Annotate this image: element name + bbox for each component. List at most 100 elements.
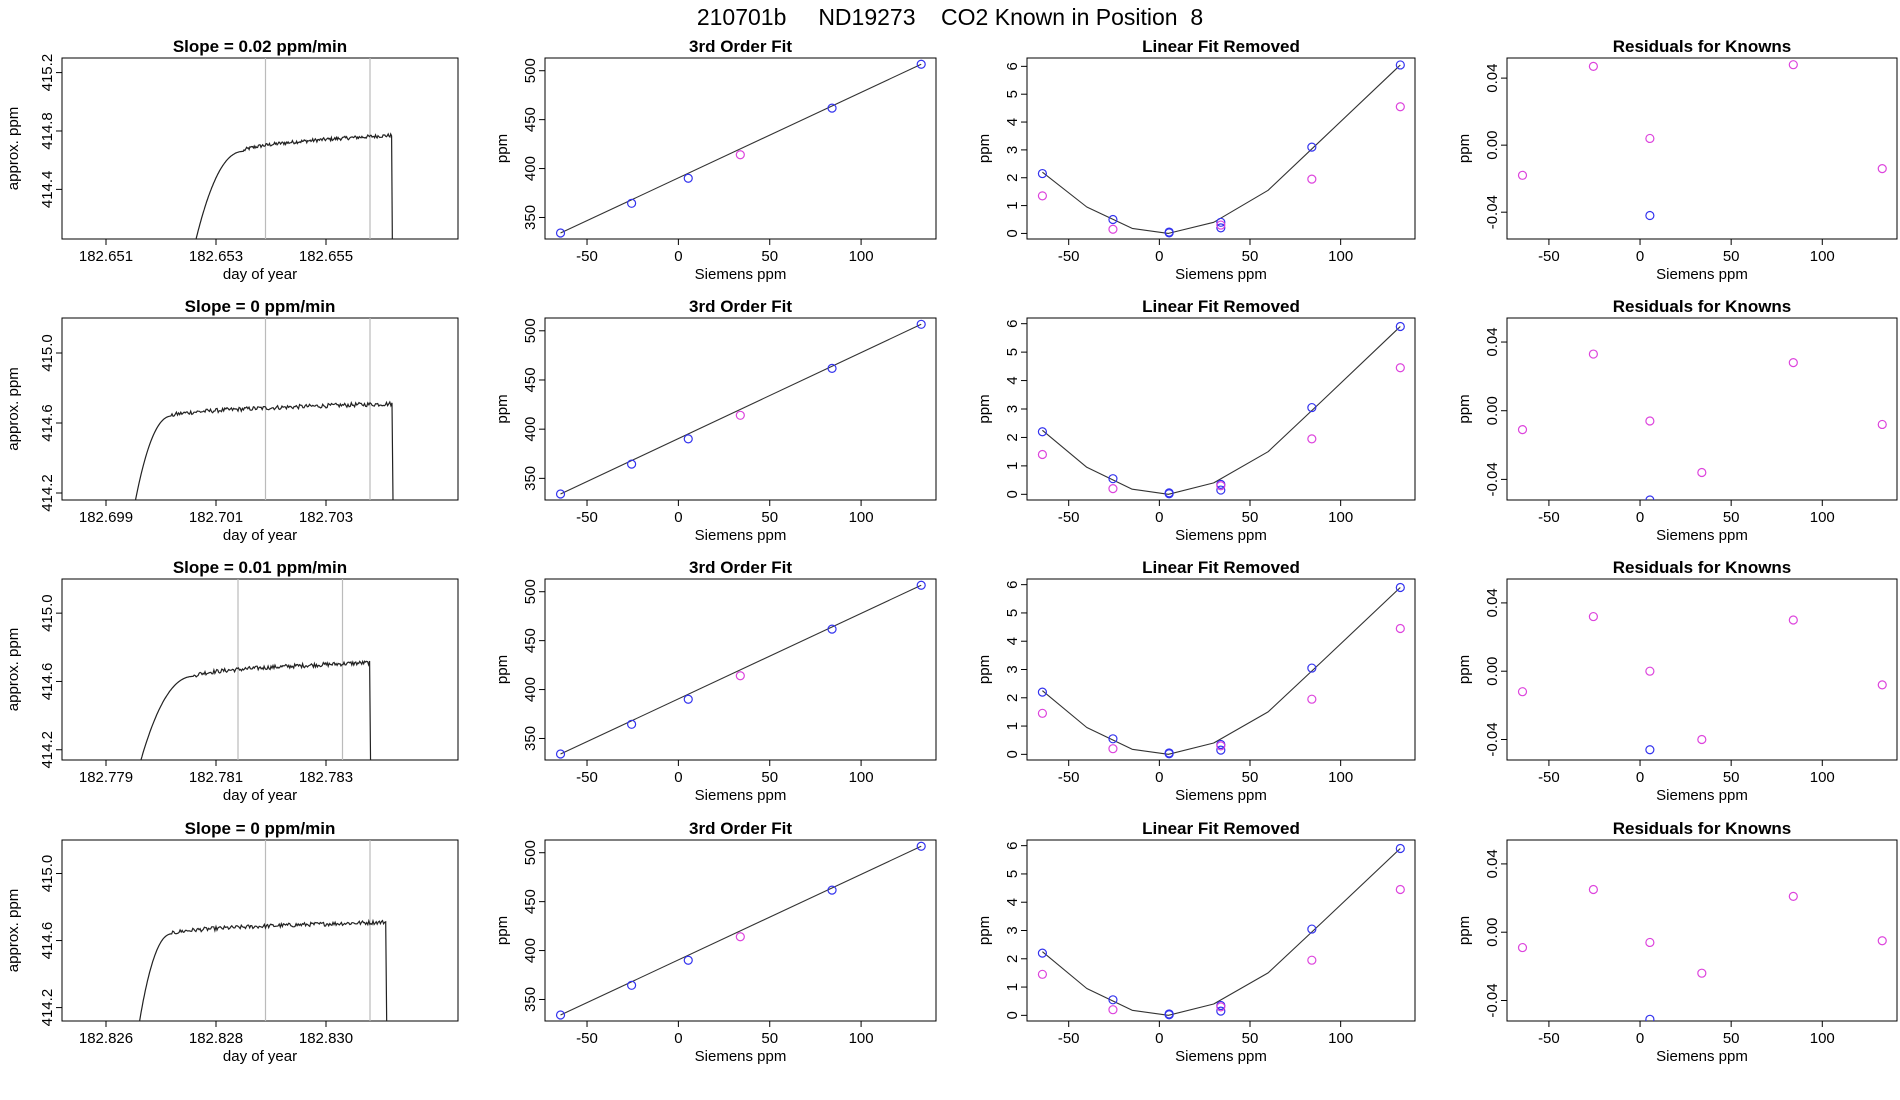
y-tick-label: 0.04 xyxy=(1484,588,1501,617)
data-point-blue xyxy=(1216,745,1226,755)
plot-frame xyxy=(61,578,459,761)
x-tick-label: 100 xyxy=(849,248,874,265)
fit-line xyxy=(560,584,922,755)
y-tick-label: -0.04 xyxy=(1484,722,1501,756)
y-axis-label: ppm xyxy=(1456,655,1473,684)
data-point-magenta xyxy=(1216,1002,1226,1012)
y-tick-label: 0 xyxy=(1004,750,1021,758)
data-point-blue xyxy=(1108,995,1118,1005)
plot-frame xyxy=(1506,317,1898,501)
x-tick-label: -50 xyxy=(576,248,598,265)
data-point-blue xyxy=(1645,1014,1655,1021)
data-point-blue xyxy=(1307,663,1317,673)
x-axis-label: Siemens ppm xyxy=(695,1048,787,1065)
y-tick-label: 4 xyxy=(1004,376,1021,384)
y-axis-label: approx. ppm xyxy=(5,889,22,972)
residual-curve xyxy=(1042,587,1401,755)
x-tick-label: 182.779 xyxy=(79,769,133,786)
plot-area xyxy=(140,579,372,760)
y-tick-label: 0.04 xyxy=(1484,849,1501,878)
x-axis-label: Siemens ppm xyxy=(695,266,787,283)
y-tick-label: 500 xyxy=(522,579,539,604)
y-axis-label: ppm xyxy=(976,916,993,945)
x-tick-label: 100 xyxy=(1328,248,1353,265)
data-point-magenta xyxy=(1877,419,1887,430)
plot-area xyxy=(138,840,388,1021)
data-point-blue xyxy=(555,1010,566,1020)
y-tick-label: 414.6 xyxy=(39,663,56,701)
x-tick-label: 100 xyxy=(1328,1030,1353,1047)
x-tick-label: 182.701 xyxy=(189,509,243,526)
y-axis-label: approx. ppm xyxy=(5,628,22,711)
x-axis-label: day of year xyxy=(223,266,297,283)
x-axis-label: Siemens ppm xyxy=(1656,266,1748,283)
y-tick-label: 414.2 xyxy=(39,731,56,769)
x-tick-label: 50 xyxy=(761,769,778,786)
plot-area xyxy=(1037,843,1405,1020)
x-tick-label: 100 xyxy=(1328,769,1353,786)
x-tick-label: -50 xyxy=(1538,1030,1560,1047)
y-tick-label: 0 xyxy=(1004,229,1021,237)
y-tick-label: 450 xyxy=(522,107,539,132)
x-tick-label: 100 xyxy=(849,1030,874,1047)
y-tick-label: 6 xyxy=(1004,580,1021,588)
panel-drift-row2: Slope = 0 ppm/min 182.699 182.701 182.703da… xyxy=(5,297,459,544)
panel-drift-row4: Slope = 0 ppm/min 182.826 182.828 182.830da… xyxy=(5,819,459,1065)
y-tick-label: 5 xyxy=(1004,90,1021,98)
x-axis-label: Siemens ppm xyxy=(1175,266,1267,283)
x-tick-label: 50 xyxy=(1242,248,1259,265)
data-point-blue xyxy=(1307,402,1317,413)
data-point-blue xyxy=(827,363,837,373)
panel-resid-row4: Residuals for Knowns -50 0 50 100 Siemens ppm… xyxy=(1456,819,1898,1065)
data-point-magenta xyxy=(1395,884,1405,895)
fit-line xyxy=(560,63,922,234)
x-tick-label: 0 xyxy=(1636,769,1644,786)
residual-curve xyxy=(1042,848,1401,1016)
x-tick-label: 100 xyxy=(1810,1030,1835,1047)
panel-title: Residuals for Knowns xyxy=(1613,297,1792,316)
y-tick-label: 4 xyxy=(1004,118,1021,126)
data-point-blue xyxy=(555,749,566,759)
x-tick-label: -50 xyxy=(1538,769,1560,786)
x-tick-label: 100 xyxy=(849,769,874,786)
data-point-blue xyxy=(916,580,926,590)
y-tick-label: 500 xyxy=(522,840,539,865)
data-point-magenta xyxy=(1588,611,1598,622)
y-tick-label: 500 xyxy=(522,318,539,343)
plot-area xyxy=(1517,349,1887,500)
y-tick-label: 5 xyxy=(1004,348,1021,356)
x-tick-label: 0 xyxy=(1155,248,1163,265)
y-tick-label: 1 xyxy=(1004,462,1021,470)
x-tick-label: -50 xyxy=(1058,769,1080,786)
x-tick-label: 0 xyxy=(674,248,682,265)
y-tick-label: 400 xyxy=(522,677,539,702)
data-point-blue xyxy=(1037,948,1048,958)
panel-linres-row3: Linear Fit Removed -50 0 50 100 Siemens ppm 0 1… xyxy=(976,558,1416,804)
data-point-blue xyxy=(1164,749,1174,759)
panel-title: Linear Fit Removed xyxy=(1142,37,1300,56)
x-tick-label: 100 xyxy=(1810,769,1835,786)
data-point-blue xyxy=(827,624,837,634)
data-point-blue xyxy=(916,59,926,69)
drift-trace xyxy=(195,132,393,239)
data-point-blue xyxy=(1645,495,1655,500)
plot-area xyxy=(1517,611,1887,755)
y-tick-label: 415.2 xyxy=(39,54,56,92)
fit-line xyxy=(560,845,922,1016)
x-tick-label: 182.703 xyxy=(299,509,353,526)
data-point-blue xyxy=(916,319,926,329)
y-tick-label: 6 xyxy=(1004,320,1021,328)
data-point-magenta xyxy=(1108,224,1118,234)
y-tick-label: 350 xyxy=(522,987,539,1012)
y-tick-label: 414.2 xyxy=(39,474,56,512)
x-tick-label: 0 xyxy=(1636,248,1644,265)
y-tick-label: 450 xyxy=(522,628,539,653)
data-point-blue xyxy=(1108,474,1118,484)
y-axis-label: ppm xyxy=(494,655,511,684)
data-point-magenta xyxy=(1697,734,1707,745)
panel-linres-row1: Linear Fit Removed -50 0 50 100 Siemens ppm 0 1… xyxy=(976,37,1416,283)
plot-frame xyxy=(1026,317,1416,501)
data-point-blue xyxy=(827,885,837,895)
plot-frame xyxy=(1506,839,1898,1022)
